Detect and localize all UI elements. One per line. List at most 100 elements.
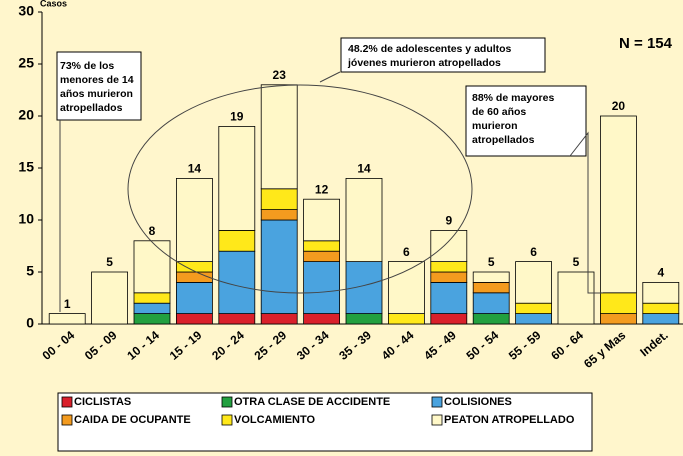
bar-segment	[387, 313, 425, 325]
bar-segment	[218, 313, 256, 325]
bar-segment	[260, 84, 298, 190]
total-label: 1	[64, 297, 71, 311]
x-tick-label: 15 - 19	[167, 328, 205, 363]
bar-segment	[133, 302, 171, 315]
total-label: 5	[488, 255, 495, 269]
bar-segment	[472, 281, 510, 294]
bar-segment	[515, 302, 552, 315]
legend-label: VOLCAMIENTO	[234, 414, 316, 426]
bar-segment	[430, 229, 468, 262]
x-tick-label: 45 - 49	[421, 328, 459, 363]
bar-segment	[303, 250, 341, 262]
total-label: 14	[357, 162, 371, 176]
highlight-ellipse	[127, 84, 473, 294]
bar-segment	[303, 313, 341, 325]
bar-segment	[600, 313, 637, 325]
bar-segment	[133, 240, 171, 294]
total-label: 12	[315, 182, 329, 196]
legend-swatch	[431, 414, 443, 426]
annotation-text: años murieron	[60, 88, 133, 100]
legend-swatch	[61, 414, 73, 426]
legend-swatch	[221, 396, 233, 408]
note: N = 154	[619, 35, 673, 52]
legend-swatch	[221, 414, 233, 426]
bar-segment	[430, 261, 468, 273]
x-tick-label: 60 - 64	[548, 328, 586, 363]
x-tick-label: 55 - 59	[506, 328, 544, 363]
legend-swatch	[431, 396, 443, 408]
bar-segment	[218, 126, 256, 231]
bar-segment	[133, 292, 171, 304]
annotation-text: de 60 años	[472, 106, 526, 118]
bar-segment	[642, 302, 680, 315]
bar-segment	[345, 313, 383, 325]
bar-segment	[345, 261, 383, 315]
bar-segment	[430, 281, 468, 314]
bar-segment	[303, 240, 341, 252]
total-label: 23	[273, 68, 287, 82]
annotation-text: 48.2% de adolescentes y adultos	[348, 43, 512, 55]
y-tick-label: 30	[18, 3, 34, 19]
bar-segment	[515, 313, 552, 325]
bar-segment	[175, 313, 213, 325]
total-label: 4	[657, 266, 664, 280]
bar-segment	[260, 219, 298, 314]
x-tick-label: 10 - 14	[124, 328, 162, 363]
connector	[319, 71, 341, 83]
y-axis-label: Casos	[40, 0, 67, 8]
bar-segment	[345, 177, 383, 262]
bar-segment	[303, 261, 341, 315]
y-tick-label: 5	[26, 263, 34, 279]
y-tick-label: 25	[18, 55, 34, 71]
x-tick-label: 00 - 04	[40, 328, 78, 363]
x-tick-label: 65 y Mas	[581, 328, 629, 371]
bar-segment	[642, 313, 680, 325]
y-tick-label: 10	[18, 211, 34, 227]
annotation-box	[340, 37, 546, 73]
bar-segment	[175, 271, 213, 283]
y-tick-label: 0	[26, 315, 34, 331]
legend-label: OTRA CLASE DE ACCIDENTE	[234, 396, 390, 408]
total-label: 14	[188, 162, 202, 176]
bar-segment	[600, 292, 637, 314]
x-tick-label: 25 - 29	[252, 328, 290, 363]
y-tick-label: 15	[18, 159, 34, 175]
annotation-text: murieron	[472, 120, 518, 132]
bar-segment	[387, 261, 425, 315]
legend-swatch	[61, 396, 73, 408]
bar-segment	[218, 229, 256, 252]
bar-segment	[175, 281, 213, 314]
y-tick-label: 20	[18, 107, 34, 123]
total-label: 5	[106, 255, 113, 269]
bar-segment	[557, 271, 595, 325]
total-label: 6	[403, 245, 410, 259]
x-tick-label: 40 - 44	[379, 328, 417, 363]
total-label: 9	[445, 214, 452, 228]
legend-label: PEATON ATROPELLADO	[444, 414, 575, 426]
bar-segment	[472, 271, 510, 283]
bar-segment	[260, 209, 298, 221]
bar-segment	[600, 115, 637, 294]
total-label: 20	[612, 99, 626, 113]
bar-segment	[642, 281, 680, 304]
bar-segment	[133, 313, 171, 325]
bar-segment	[48, 313, 86, 325]
x-tick-label: 20 - 24	[209, 328, 247, 363]
legend-label: COLISIONES	[444, 396, 512, 408]
x-tick-label: 35 - 39	[336, 328, 374, 363]
bar-segment	[91, 271, 128, 325]
annotation-text: menores de 14	[60, 74, 134, 86]
x-tick-label: Indet.	[637, 328, 671, 359]
total-label: 19	[230, 110, 244, 124]
legend-label: CICLISTAS	[74, 396, 131, 408]
bar-segment	[303, 198, 341, 242]
annotation-text: jóvenes murieron atropellados	[347, 57, 501, 69]
bar-segment	[175, 177, 213, 262]
bar-segment	[260, 313, 298, 325]
total-label: 6	[530, 245, 537, 259]
x-tick-label: 05 - 09	[82, 328, 120, 363]
bar-segment	[472, 313, 510, 325]
annotation-box	[465, 85, 587, 157]
bar-segment	[472, 292, 510, 314]
